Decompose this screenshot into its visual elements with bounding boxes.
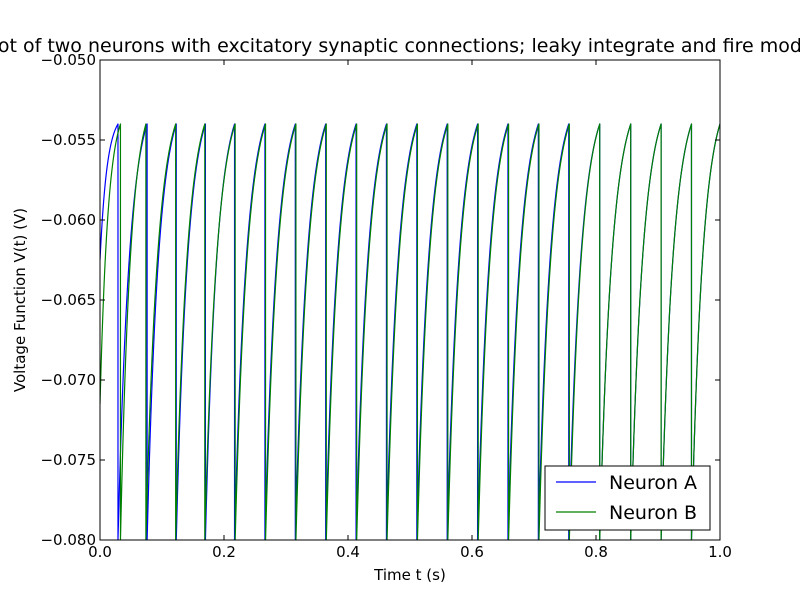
x-tick-label: 0.4: [336, 543, 360, 561]
plot-background: [100, 60, 720, 540]
y-tick-label: −0.050: [40, 51, 96, 69]
y-tick-label: −0.060: [40, 211, 96, 229]
plot-area: [99, 59, 721, 541]
y-tick-label: −0.070: [40, 371, 96, 389]
legend-box: [544, 465, 711, 531]
x-tick-label: 0.0: [88, 543, 112, 561]
y-tick-label: −0.080: [40, 531, 96, 549]
y-tick-label: −0.065: [40, 291, 96, 309]
plot-frame: [99, 59, 721, 541]
x-axis-label: Time t (s): [373, 566, 446, 584]
tick-labels: 0.0 0.2 0.4 0.6 0.8 1.0 −0.080 −0.075 −0.070 −0.0…: [40, 51, 731, 561]
y-tick-label: −0.055: [40, 131, 96, 149]
series-line-neuron-b: [100, 123, 720, 540]
legend-label-neuron-b: Neuron B: [609, 502, 697, 524]
series-group: [100, 123, 720, 540]
x-tick-label: 0.2: [212, 543, 236, 561]
y-tick-label: −0.075: [40, 451, 96, 469]
y-axis-label: Voltage Function V(t) (V): [11, 208, 29, 392]
x-tick-label: 1.0: [708, 543, 732, 561]
legend-label-neuron-a: Neuron A: [609, 472, 697, 494]
x-tick-label: 0.6: [460, 543, 484, 561]
ticks-group: [99, 59, 721, 541]
legend: Neuron A Neuron B: [544, 465, 711, 531]
chart-title: Plot of two neurons with excitatory syna…: [0, 35, 800, 57]
x-tick-label: 0.8: [584, 543, 608, 561]
